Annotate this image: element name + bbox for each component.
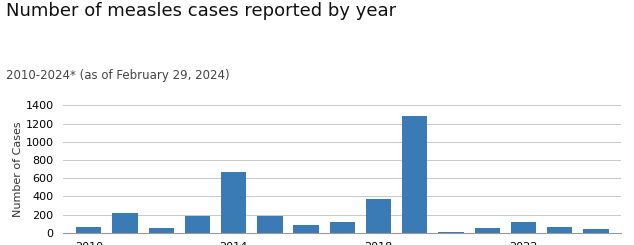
Text: 2010-2024* (as of February 29, 2024): 2010-2024* (as of February 29, 2024) (6, 69, 230, 82)
Bar (547, 227, 573, 233)
Y-axis label: Number of Cases: Number of Cases (13, 121, 23, 217)
Bar (76, 227, 101, 233)
Bar (511, 222, 536, 233)
Bar (366, 199, 391, 233)
Bar (184, 216, 210, 233)
Bar (294, 225, 319, 233)
Bar (330, 222, 355, 233)
Bar (438, 232, 463, 233)
Bar (583, 229, 609, 233)
Bar (402, 116, 427, 233)
Bar (221, 172, 247, 233)
Bar (148, 228, 174, 233)
Bar (257, 216, 283, 233)
Bar (112, 213, 138, 233)
Bar (475, 228, 500, 233)
Text: Number of measles cases reported by year: Number of measles cases reported by year (6, 2, 396, 20)
